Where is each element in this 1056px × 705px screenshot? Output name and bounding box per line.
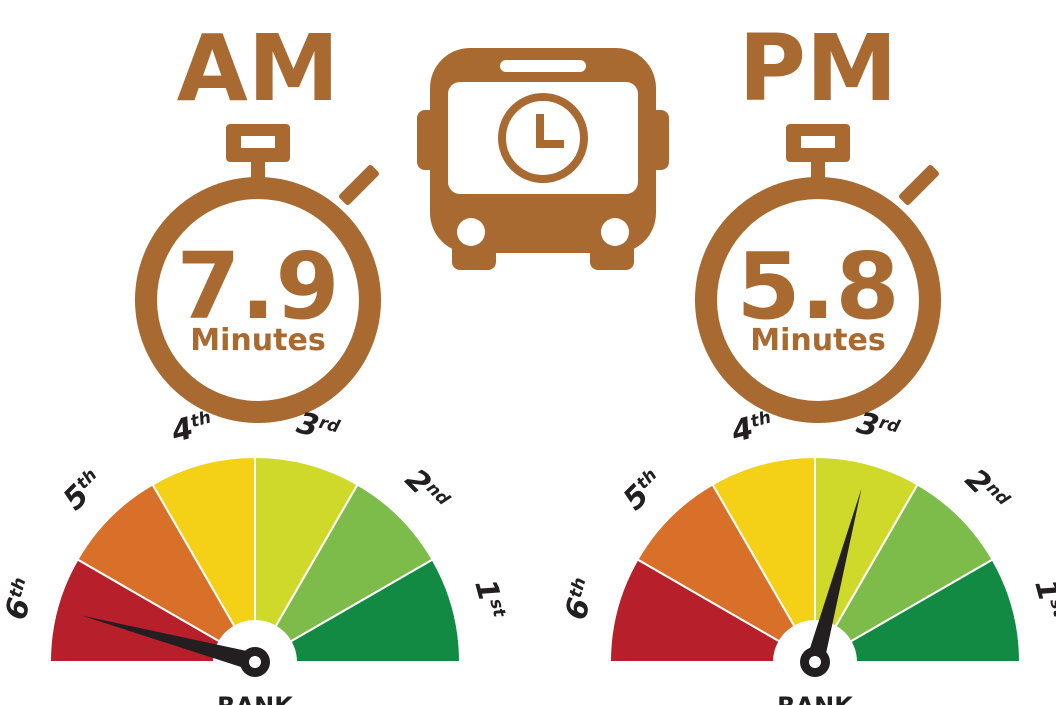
- gauge-segment: [814, 455, 919, 666]
- gauge-segment: [811, 558, 1022, 663]
- period-label: AM: [177, 15, 340, 122]
- rank-suffix: th: [6, 575, 31, 600]
- gauge-needle: [81, 615, 258, 671]
- gauge-segment: [252, 483, 434, 665]
- stopwatch-crown-hole: [241, 136, 275, 148]
- gauge-segment: [76, 483, 258, 665]
- rank-suffix: rd: [877, 413, 903, 438]
- time-unit: Minutes: [190, 323, 325, 358]
- rank-label: 6th: [559, 575, 603, 624]
- needle-pivot-center: [809, 656, 821, 668]
- rank-label: 1st: [467, 576, 511, 624]
- stopwatch-icon: [695, 124, 941, 423]
- gauge-segment: [254, 455, 359, 666]
- period-label: PM: [739, 15, 898, 122]
- time-value: 7.9: [177, 233, 340, 340]
- rank-suffix: rd: [317, 413, 343, 438]
- rank-label: 2nd: [958, 462, 1015, 519]
- rank-suffix: th: [566, 575, 591, 600]
- stopwatch-ring: [695, 177, 941, 423]
- rank-label: 3rd: [293, 405, 343, 450]
- rank-label: 6th: [0, 575, 43, 624]
- gauge-caption: RANK: [777, 692, 854, 705]
- bus-icon: [417, 48, 669, 270]
- gauge-segment: [711, 455, 816, 666]
- rank-label: 2nd: [398, 462, 455, 519]
- rank-label: 5th: [617, 464, 671, 518]
- rank-label: 5th: [57, 464, 111, 518]
- gauge-segment: [812, 483, 994, 665]
- stopwatch-ring: [135, 177, 381, 423]
- gauge-segment: [151, 455, 256, 666]
- time-value: 5.8: [737, 233, 900, 340]
- rank-label: 4th: [167, 406, 217, 451]
- needle-pivot-center: [249, 656, 261, 668]
- rank-suffix: st: [1045, 596, 1056, 620]
- gauge-segment: [636, 483, 818, 665]
- gauge-segment: [48, 558, 259, 663]
- time-unit: Minutes: [750, 323, 885, 358]
- stopwatch-button: [899, 165, 939, 205]
- rank-suffix: st: [485, 596, 509, 620]
- stopwatch-button: [339, 165, 379, 205]
- gauge-caption: RANK: [217, 692, 294, 705]
- rank-label: 1st: [1027, 576, 1056, 624]
- gauge-segment: [251, 558, 462, 663]
- gauge-needle: [806, 488, 862, 665]
- stopwatch-icon: [135, 124, 381, 423]
- gauge-segment: [608, 558, 819, 663]
- stopwatch-crown-hole: [801, 136, 835, 148]
- rank-label: 4th: [727, 406, 777, 451]
- rank-label: 3rd: [853, 405, 903, 450]
